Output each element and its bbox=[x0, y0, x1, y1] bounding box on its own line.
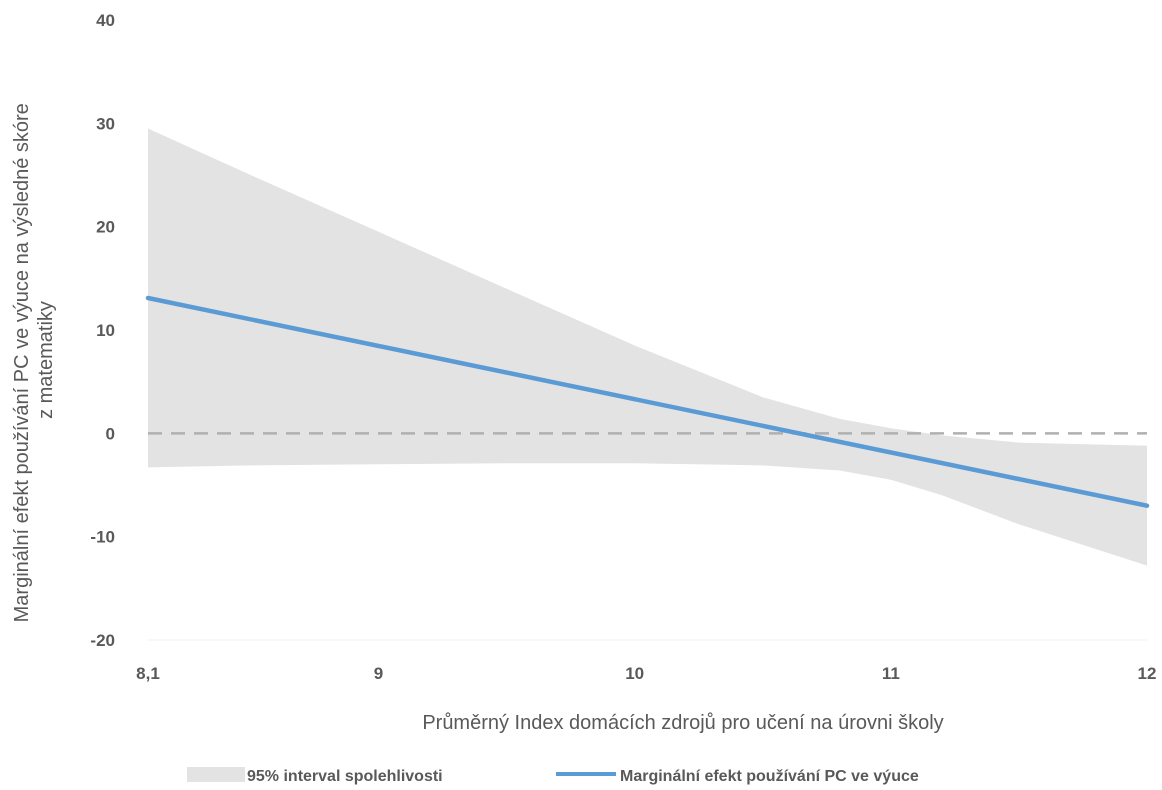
y-tick-label: -10 bbox=[90, 528, 115, 547]
legend-line-label: Marginální efekt používání PC ve výuce bbox=[620, 768, 919, 785]
x-tick-label: 8,1 bbox=[136, 664, 160, 683]
y-axis-title: Marginální efekt používání PC ve výuce n… bbox=[11, 98, 57, 623]
marginal-effect-line-layer bbox=[145, 295, 1150, 508]
legend: 95% interval spolehlivosti Marginální ef… bbox=[187, 767, 919, 785]
x-tick-label: 9 bbox=[374, 664, 383, 683]
y-tick-label: -20 bbox=[90, 631, 115, 650]
y-axis-title-line-1: Marginální efekt používání PC ve výuce n… bbox=[11, 103, 33, 622]
legend-band-label: 95% interval spolehlivosti bbox=[247, 768, 443, 785]
x-tick-label: 10 bbox=[625, 664, 644, 683]
x-tick-label: 12 bbox=[1138, 664, 1157, 683]
y-tick-labels: 40 30 20 10 0 -10 -20 bbox=[90, 11, 115, 650]
x-tick-labels: 8,1 9 10 11 12 bbox=[136, 664, 1156, 683]
y-tick-label: 30 bbox=[96, 114, 115, 133]
marginal-effect-line bbox=[145, 295, 1150, 508]
legend-band-swatch bbox=[187, 767, 245, 782]
y-tick-label: 10 bbox=[96, 321, 115, 340]
y-tick-label: 0 bbox=[106, 424, 115, 443]
x-tick-label: 11 bbox=[882, 664, 900, 683]
y-tick-label: 40 bbox=[96, 11, 115, 30]
confidence-band-layer bbox=[148, 128, 1147, 566]
x-axis-title: Průměrný Index domácích zdrojů pro učení… bbox=[422, 712, 943, 734]
y-tick-label: 20 bbox=[96, 218, 115, 237]
confidence-band bbox=[148, 128, 1147, 566]
y-axis-title-line-2: z matematiky bbox=[35, 301, 57, 419]
